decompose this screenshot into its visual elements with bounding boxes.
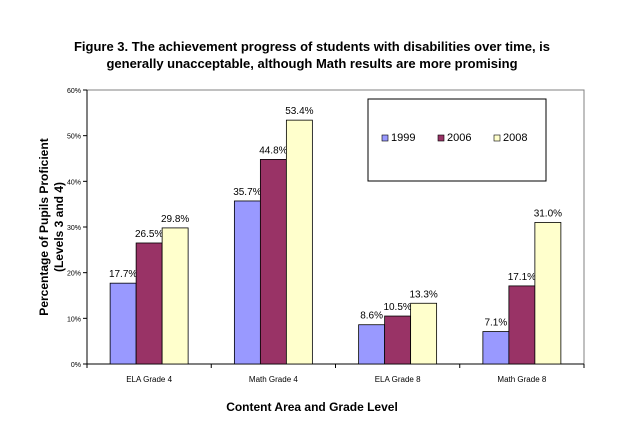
- data-label: 26.5%: [135, 229, 163, 240]
- data-label: 17.7%: [109, 269, 137, 280]
- y-axis-title-line-1: Percentage of Pupils Proficient: [37, 138, 51, 316]
- data-label: 53.4%: [285, 106, 313, 117]
- chart-title: Figure 3. The achievement progress of st…: [0, 38, 624, 72]
- legend-label-2006: 2006: [447, 132, 471, 144]
- bar-1999: [233, 200, 261, 365]
- bar-2008: [534, 222, 562, 365]
- y-tick-label: 40%: [67, 179, 81, 186]
- data-label: 13.3%: [409, 289, 437, 300]
- data-label: 35.7%: [233, 187, 261, 198]
- data-label: 29.8%: [161, 214, 189, 225]
- data-label: 44.8%: [259, 145, 287, 156]
- legend-swatch-1999: [381, 134, 389, 142]
- y-axis-title-line-2: (Levels 3 and 4): [52, 181, 66, 273]
- x-tick-label: ELA Grade 4: [126, 375, 172, 384]
- x-tick-label: Math Grade 4: [249, 375, 298, 384]
- y-tick-label: 10%: [67, 316, 81, 323]
- bar-2006: [259, 159, 287, 365]
- legend-label-1999: 1999: [391, 132, 415, 144]
- y-tick-label: 60%: [67, 88, 81, 95]
- bar-1999: [358, 324, 386, 365]
- data-label: 17.1%: [508, 272, 536, 283]
- bar-2008: [161, 227, 189, 365]
- x-tick-label: ELA Grade 8: [375, 375, 421, 384]
- x-axis-title: Content Area and Grade Level: [226, 400, 398, 414]
- legend-swatch-2006: [437, 134, 445, 142]
- y-tick-label: 30%: [67, 225, 81, 232]
- chart-title-line-2: generally unacceptable, although Math re…: [106, 56, 518, 71]
- y-tick-label: 0%: [71, 362, 81, 369]
- data-label: 31.0%: [534, 208, 562, 219]
- y-tick-label: 50%: [67, 134, 81, 141]
- data-label: 10.5%: [383, 302, 411, 313]
- chart-title-line-1: Figure 3. The achievement progress of st…: [73, 39, 551, 54]
- bar-2008: [285, 119, 313, 365]
- bar-2008: [410, 302, 438, 365]
- bar-2006: [135, 242, 163, 365]
- x-tick-label: Math Grade 8: [497, 375, 546, 384]
- bar-1999: [482, 331, 510, 365]
- legend-swatch-2008: [493, 134, 501, 142]
- y-axis-title: Percentage of Pupils Proficient (Levels …: [37, 117, 67, 337]
- y-tick-label: 20%: [67, 271, 81, 278]
- data-label: 7.1%: [484, 318, 507, 329]
- legend-label-2008: 2008: [503, 132, 527, 144]
- bar-1999: [109, 282, 137, 365]
- bar-2006: [508, 285, 536, 365]
- legend-box: [367, 98, 547, 182]
- data-label: 8.6%: [360, 311, 383, 322]
- bar-2006: [384, 315, 412, 365]
